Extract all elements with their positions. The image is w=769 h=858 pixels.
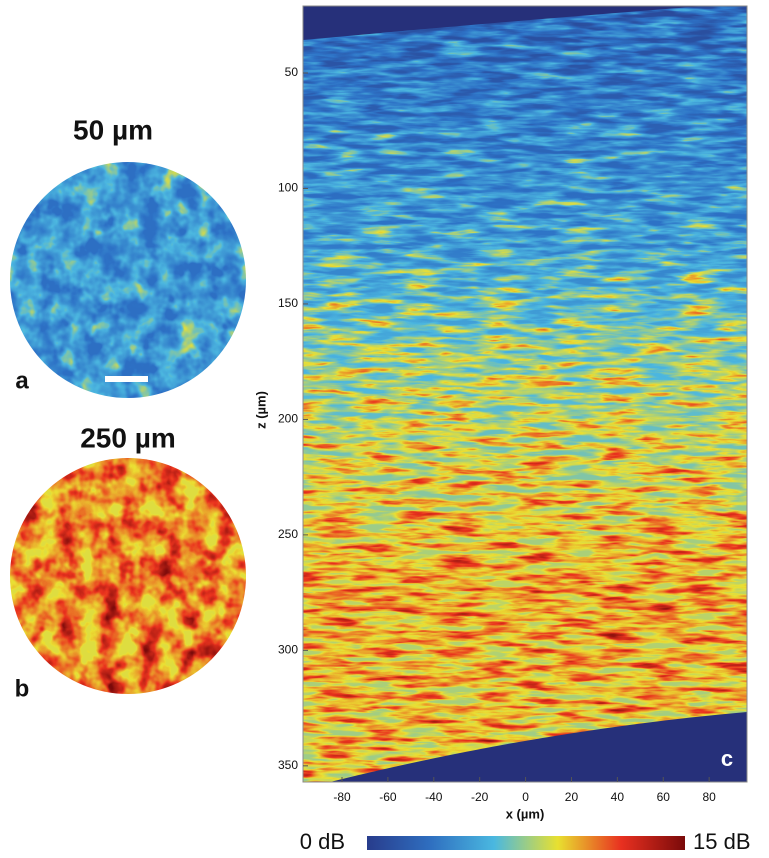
x-tick-label: 60 <box>657 790 671 804</box>
scale-bar <box>105 376 148 382</box>
colorbar-tick-label: 0 dB <box>300 829 345 854</box>
depth-image <box>302 5 748 783</box>
y-axis-label: z (µm) <box>253 391 268 429</box>
y-tick-label: 100 <box>278 181 298 195</box>
x-axis-label: x (µm) <box>506 806 545 821</box>
y-tick-label: 200 <box>278 412 298 426</box>
speckle-image-b <box>10 458 246 694</box>
panel-label: a <box>15 367 29 394</box>
y-tick-label: 300 <box>278 643 298 657</box>
y-tick-label: 50 <box>285 65 299 79</box>
colorbar <box>367 836 685 850</box>
y-tick-label: 250 <box>278 527 298 541</box>
y-tick-label: 150 <box>278 296 298 310</box>
panel-title: 250 µm <box>80 422 176 453</box>
panel-label: c <box>721 746 733 771</box>
x-tick-label: -40 <box>425 790 443 804</box>
panel-label: b <box>15 675 30 702</box>
x-tick-label: -80 <box>333 790 351 804</box>
x-tick-label: 0 <box>522 790 529 804</box>
x-tick-label: -60 <box>379 790 397 804</box>
panel-title: 50 µm <box>73 114 153 145</box>
x-tick-label: -20 <box>471 790 489 804</box>
x-tick-label: 40 <box>611 790 625 804</box>
colorbar-tick-label: 15 dB <box>693 829 751 854</box>
y-tick-label: 350 <box>278 758 298 772</box>
x-tick-label: 20 <box>565 790 579 804</box>
speckle-image-a <box>10 162 246 398</box>
x-tick-label: 80 <box>702 790 716 804</box>
